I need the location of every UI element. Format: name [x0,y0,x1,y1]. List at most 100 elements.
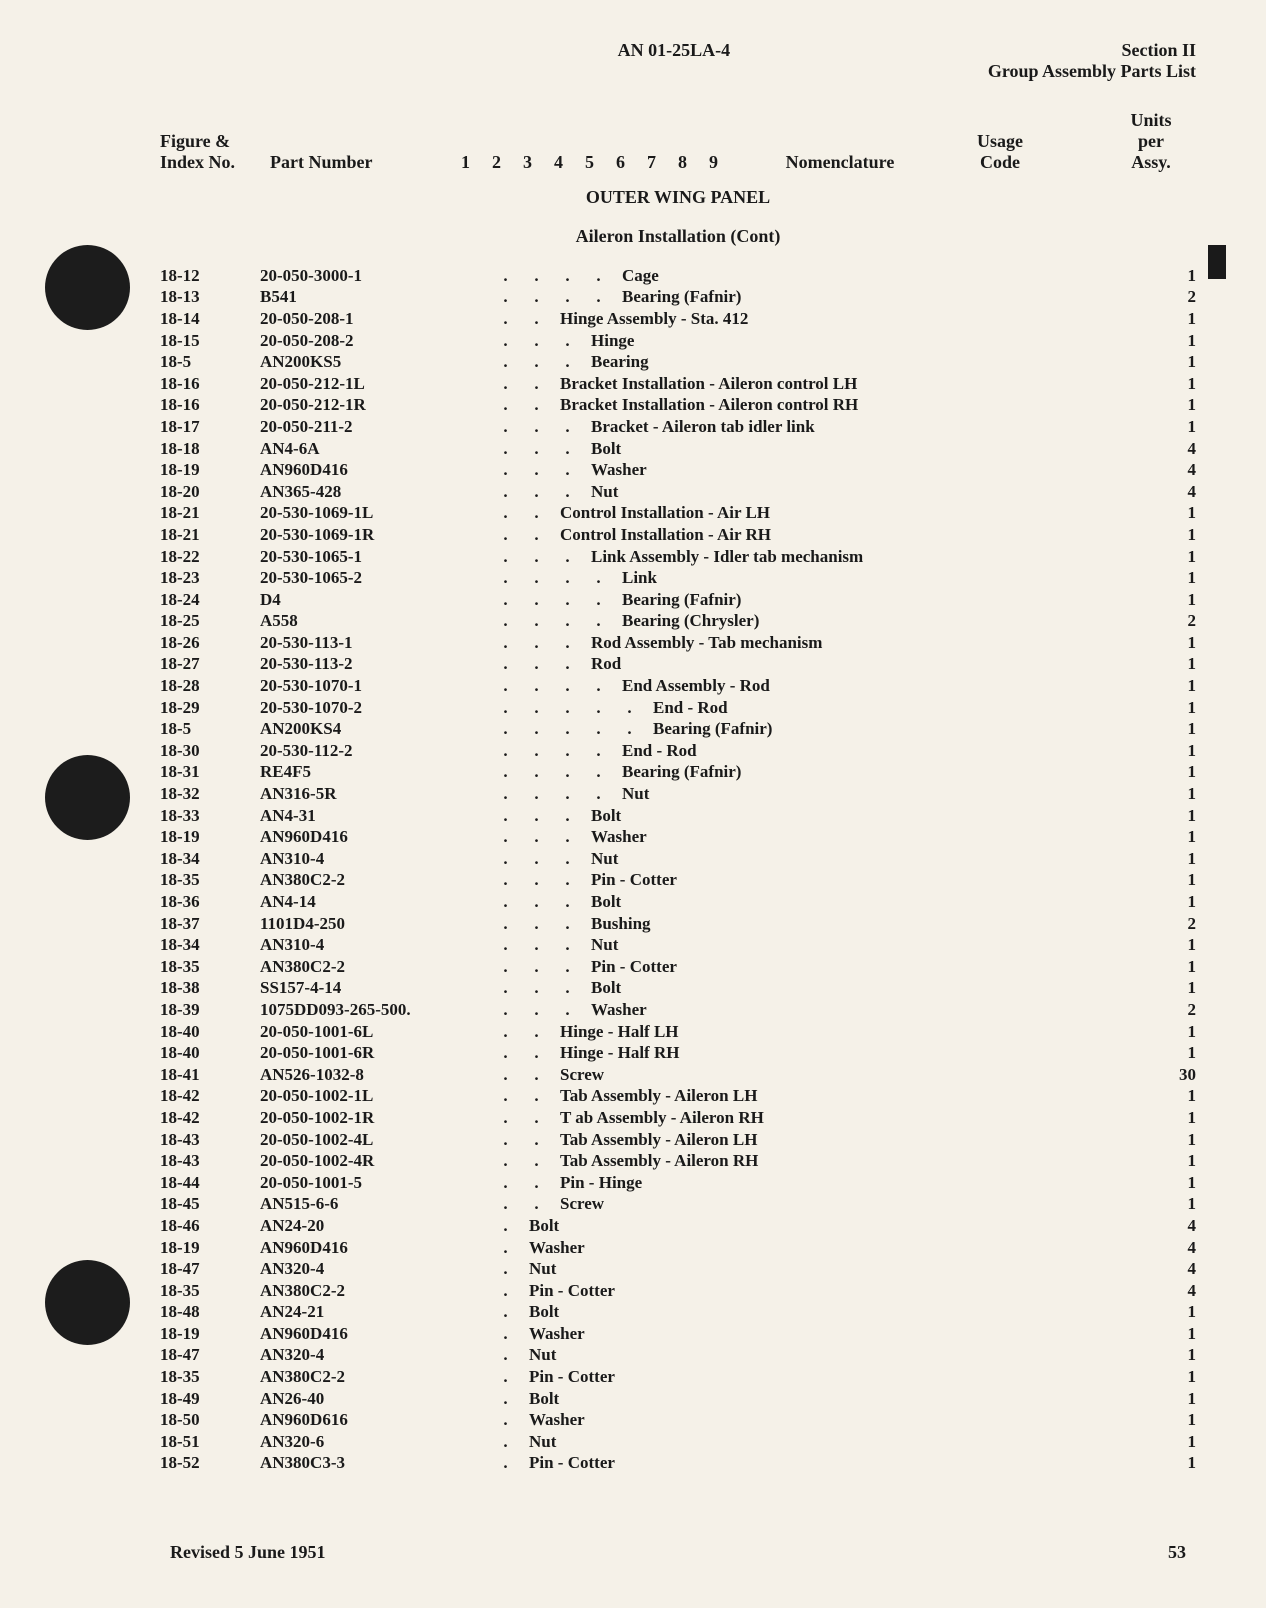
cell-nomenclature: ..Tab Assembly - Aileron LH [490,1129,1146,1151]
cell-nomenclature: .Nut [490,1345,1146,1367]
cell-part-number: 20-050-1002-4R [260,1150,490,1172]
cell-units: 1 [1146,1129,1196,1151]
cell-units: 1 [1146,1042,1196,1064]
cell-nomenclature: ...Bolt [490,891,1146,913]
cell-nomenclature: ....Bearing (Chrysler) [490,611,1146,633]
cell-nomenclature: ...Hinge [490,330,1146,352]
table-row: 18-25A558....Bearing (Chrysler)2 [160,611,1196,633]
cell-index: 18-50 [160,1409,260,1431]
table-row: 18-51AN320-6.Nut1 [160,1431,1196,1453]
cell-nomenclature: ...Nut [490,848,1146,870]
cell-units: 1 [1146,1388,1196,1410]
cell-index: 18-25 [160,611,260,633]
cell-part-number: AN960D416 [260,1323,490,1345]
cell-nomenclature: ..Hinge - Half LH [490,1021,1146,1043]
cell-index: 18-45 [160,1194,260,1216]
col-num: 5 [574,152,605,173]
revised-date: Revised 5 June 1951 [170,1542,326,1563]
cell-nomenclature: ....End Assembly - Rod [490,675,1146,697]
col-index: Index No. [160,152,270,173]
cell-index: 18-34 [160,934,260,956]
cell-part-number: 20-050-211-2 [260,416,490,438]
table-row: 18-38SS157-4-14...Bolt1 [160,978,1196,1000]
cell-index: 18-47 [160,1345,260,1367]
sub-title: Aileron Installation (Cont) [160,226,1196,247]
cell-part-number: 20-050-208-2 [260,330,490,352]
cell-index: 18-35 [160,1366,260,1388]
cell-units: 1 [1146,848,1196,870]
cell-part-number: AN515-6-6 [260,1194,490,1216]
cell-nomenclature: ...Nut [490,481,1146,503]
cell-units: 1 [1146,783,1196,805]
table-row: 18-2720-530-113-2...Rod1 [160,654,1196,676]
cell-part-number: AN4-6A [260,438,490,460]
cell-units: 1 [1146,697,1196,719]
cell-part-number: RE4F5 [260,762,490,784]
cell-units: 4 [1146,1280,1196,1302]
col-num: 3 [512,152,543,173]
cell-units: 1 [1146,351,1196,373]
cell-index: 18-31 [160,762,260,784]
col-num: 6 [605,152,636,173]
cell-index: 18-36 [160,891,260,913]
col-figure: Figure & [160,131,270,152]
page-number: 53 [1168,1542,1186,1563]
cell-nomenclature: ....Bearing (Fafnir) [490,287,1146,309]
table-row: 18-4020-050-1001-6R..Hinge - Half RH1 [160,1042,1196,1064]
cell-index: 18-47 [160,1258,260,1280]
cell-index: 18-32 [160,783,260,805]
cell-index: 18-30 [160,740,260,762]
cell-index: 18-16 [160,395,260,417]
cell-units: 1 [1146,416,1196,438]
table-row: 18-35AN380C2-2...Pin - Cotter1 [160,870,1196,892]
table-row: 18-35AN380C2-2...Pin - Cotter1 [160,956,1196,978]
col-part: Part Number [270,152,450,173]
cell-part-number: AN380C2-2 [260,1366,490,1388]
cell-index: 18-21 [160,524,260,546]
cell-nomenclature: ...Pin - Cotter [490,956,1146,978]
cell-part-number: SS157-4-14 [260,978,490,1000]
cell-part-number: AN380C2-2 [260,956,490,978]
cell-part-number: AN24-21 [260,1302,490,1324]
cell-index: 18-34 [160,848,260,870]
cell-part-number: AN365-428 [260,481,490,503]
cell-units: 1 [1146,891,1196,913]
cell-part-number: 20-530-1070-1 [260,675,490,697]
cell-index: 18-40 [160,1021,260,1043]
cell-part-number: 1101D4-250 [260,913,490,935]
cell-index: 18-16 [160,373,260,395]
cell-nomenclature: .Pin - Cotter [490,1366,1146,1388]
parts-table: 18-1220-050-3000-1....Cage118-13B541....… [160,265,1196,1474]
table-row: 18-52AN380C3-3.Pin - Cotter1 [160,1453,1196,1475]
cell-part-number: AN380C2-2 [260,1280,490,1302]
table-row: 18-371101D4-250...Bushing2 [160,913,1196,935]
table-row: 18-2320-530-1065-2....Link1 [160,567,1196,589]
section-title: OUTER WING PANEL [160,187,1196,208]
table-row: 18-2220-530-1065-1...Link Assembly - Idl… [160,546,1196,568]
cell-part-number: 20-530-113-2 [260,654,490,676]
col-num: 4 [543,152,574,173]
table-row: 18-47AN320-4.Nut4 [160,1258,1196,1280]
cell-units: 1 [1146,978,1196,1000]
cell-units: 4 [1146,459,1196,481]
cell-nomenclature: ..Tab Assembly - Aileron RH [490,1150,1146,1172]
cell-nomenclature: .....End - Rod [490,697,1146,719]
table-row: 18-1620-050-212-1L..Bracket Installation… [160,373,1196,395]
cell-part-number: AN310-4 [260,934,490,956]
cell-part-number: AN380C3-3 [260,1453,490,1475]
cell-index: 18-35 [160,956,260,978]
table-row: 18-2620-530-113-1...Rod Assembly - Tab m… [160,632,1196,654]
cell-part-number: 20-050-3000-1 [260,265,490,287]
cell-index: 18-49 [160,1388,260,1410]
cell-part-number: AN960D416 [260,826,490,848]
cell-units: 4 [1146,1258,1196,1280]
page-header: AN 01-25LA-4 Section II Group Assembly P… [160,40,1196,82]
cell-nomenclature: ....Bearing (Fafnir) [490,762,1146,784]
cell-index: 18-27 [160,654,260,676]
cell-part-number: 20-530-112-2 [260,740,490,762]
cell-nomenclature: ..Control Installation - Air RH [490,524,1146,546]
table-row: 18-2820-530-1070-1....End Assembly - Rod… [160,675,1196,697]
cell-part-number: 20-530-1069-1L [260,503,490,525]
table-row: 18-24D4....Bearing (Fafnir)1 [160,589,1196,611]
cell-index: 18-29 [160,697,260,719]
